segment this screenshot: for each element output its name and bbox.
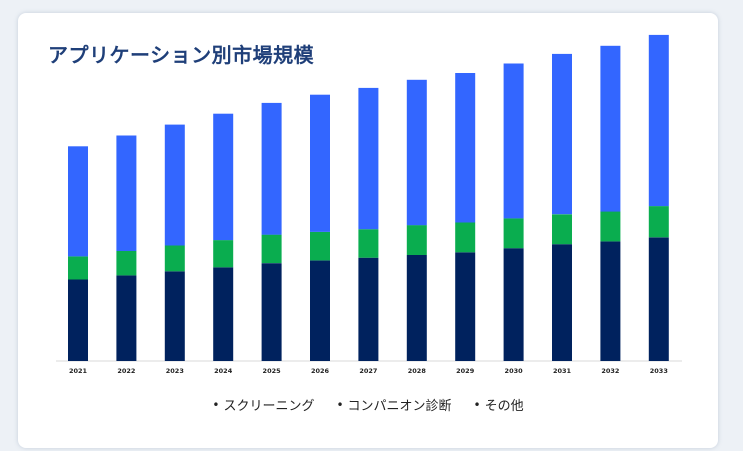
bar-other-2024[interactable]	[213, 267, 234, 361]
bar-companion-2023[interactable]	[164, 245, 185, 272]
bar-screening-2029[interactable]	[455, 73, 476, 223]
x-tick-labels: 2021 2022 2023 2024 2025 2026 2027 2028 2029 2030…	[69, 367, 668, 375]
bar-companion-2032[interactable]	[600, 211, 621, 242]
legend-bullet: •	[212, 397, 220, 412]
bar-other-2028[interactable]	[406, 255, 427, 361]
x-tick-label-2025: 2025	[263, 367, 282, 375]
bar-other-2031[interactable]	[552, 244, 572, 361]
bar-other-2021[interactable]	[68, 279, 88, 362]
bar-screening-2032[interactable]	[600, 45, 621, 212]
x-tick-label-2032: 2032	[601, 367, 619, 375]
bar-companion-2031[interactable]	[552, 214, 572, 245]
x-tick-label-2022: 2022	[117, 367, 135, 375]
bar-screening-2030[interactable]	[503, 63, 524, 219]
bar-other-2032[interactable]	[600, 241, 621, 361]
bar-screening-2024[interactable]	[213, 113, 234, 241]
legend-item-screening[interactable]: • スクリーニング	[212, 395, 315, 415]
x-tick-label-2033: 2033	[650, 367, 668, 375]
bar-other-2025[interactable]	[261, 263, 282, 361]
bar-other-2022[interactable]	[116, 275, 137, 361]
bar-other-2033[interactable]	[648, 237, 669, 361]
legend-bullet: •	[473, 397, 481, 412]
legend-label: スクリーニング	[223, 399, 315, 414]
x-tick-label-2028: 2028	[408, 367, 427, 375]
bar-screening-2026[interactable]	[310, 94, 330, 232]
bar-screening-2025[interactable]	[261, 102, 282, 235]
legend-item-companion[interactable]: • コンパニオン診断	[336, 395, 452, 415]
bar-companion-2033[interactable]	[648, 206, 669, 238]
x-tick-label-2024: 2024	[214, 367, 233, 375]
bar-companion-2028[interactable]	[406, 225, 427, 255]
bar-screening-2028[interactable]	[406, 79, 427, 226]
chart-title: アプリケーション別市場規模	[48, 43, 315, 67]
legend-bullet: •	[336, 397, 344, 412]
bar-companion-2025[interactable]	[261, 234, 282, 264]
x-tick-label-2030: 2030	[505, 367, 524, 375]
bar-companion-2024[interactable]	[213, 240, 234, 268]
bar-companion-2026[interactable]	[310, 231, 330, 261]
legend-label: コンパニオン診断	[347, 399, 452, 414]
bar-other-2030[interactable]	[503, 248, 524, 361]
bar-companion-2029[interactable]	[455, 222, 476, 253]
bar-screening-2023[interactable]	[164, 124, 185, 246]
bars-group	[68, 34, 669, 362]
bar-companion-2030[interactable]	[503, 218, 524, 249]
x-tick-label-2023: 2023	[166, 367, 184, 375]
chart-legend: • スクリーニング • コンパニオン診断 • その他	[18, 395, 718, 415]
bar-screening-2027[interactable]	[358, 87, 379, 230]
bar-companion-2027[interactable]	[358, 229, 379, 258]
bar-companion-2021[interactable]	[68, 256, 88, 280]
x-tick-label-2027: 2027	[359, 367, 377, 375]
bar-other-2023[interactable]	[164, 271, 185, 361]
bar-companion-2022[interactable]	[116, 250, 137, 276]
x-tick-label-2026: 2026	[311, 367, 330, 375]
bar-other-2027[interactable]	[358, 257, 379, 361]
x-tick-label-2029: 2029	[456, 367, 475, 375]
stacked-bar-chart: 2021 2022 2023 2024 2025 2026 2027 2028 2029 2030…	[56, 34, 682, 375]
chart-card: アプリケーション別市場規模 2021 2022 2023 2024 2025 2026 20…	[18, 13, 718, 448]
bar-screening-2031[interactable]	[552, 53, 572, 215]
bar-screening-2033[interactable]	[648, 34, 669, 207]
x-tick-label-2021: 2021	[69, 367, 88, 375]
bar-screening-2021[interactable]	[68, 146, 88, 257]
legend-item-other[interactable]: • その他	[473, 395, 524, 415]
legend-label: その他	[484, 399, 524, 414]
x-tick-label-2031: 2031	[553, 367, 572, 375]
bar-other-2026[interactable]	[310, 260, 330, 362]
bar-screening-2022[interactable]	[116, 135, 137, 252]
bar-other-2029[interactable]	[455, 252, 476, 361]
